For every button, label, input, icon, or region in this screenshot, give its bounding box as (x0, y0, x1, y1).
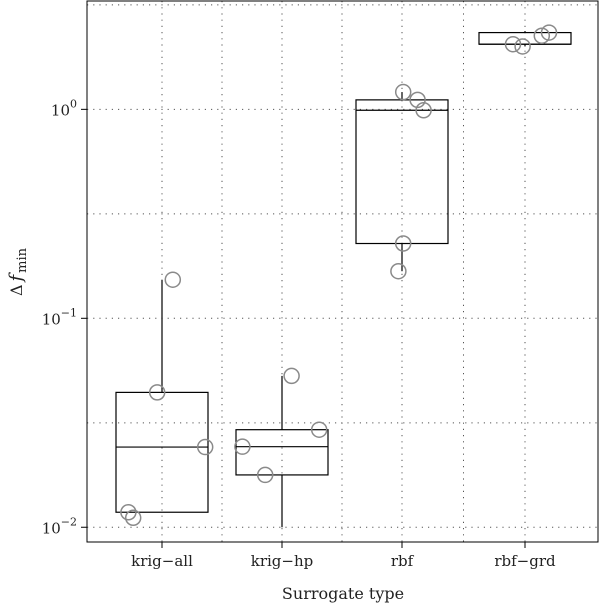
y-tick-label: 10−2 (42, 515, 77, 537)
y-tick-exponent: −2 (61, 515, 77, 528)
data-point (390, 262, 407, 280)
grid-lines (87, 1, 598, 542)
y-tick-label: 10−1 (42, 306, 77, 328)
x-tick-label: krig−all (131, 552, 193, 570)
x-tick-label: rbf−grd (494, 552, 556, 570)
data-point (310, 421, 328, 438)
data-point (164, 271, 182, 288)
box-iqr (115, 391, 209, 513)
data-point (504, 35, 522, 53)
y-axis-title: Δfmin (6, 247, 30, 296)
data-point (120, 503, 137, 521)
y-tick-base: 10 (51, 101, 70, 119)
data-point (124, 509, 142, 527)
data-point (394, 235, 412, 252)
data-point (415, 102, 432, 119)
y-axis-title-delta: Δ (7, 284, 26, 296)
data-point (196, 438, 214, 456)
data-point (533, 27, 551, 45)
data-points (120, 24, 558, 527)
y-tick-label: 100 (51, 97, 77, 119)
data-point (256, 466, 274, 484)
data-point (283, 367, 300, 385)
data-point (409, 91, 426, 109)
x-tick-label: krig−hp (251, 552, 314, 570)
data-point (514, 38, 531, 55)
y-tick-exponent: −1 (61, 306, 77, 319)
box-iqr (355, 99, 449, 245)
y-axis-title-sub: min (15, 247, 30, 272)
data-point (234, 438, 251, 455)
box-rbf−grd (478, 31, 572, 47)
box-iqr (235, 429, 329, 476)
boxes (115, 31, 572, 528)
x-axis-title: Surrogate type (282, 584, 404, 603)
data-point (148, 384, 166, 401)
y-tick-exponent: 0 (70, 97, 77, 110)
box-krig−hp (235, 375, 329, 528)
x-tick-label: rbf (391, 552, 415, 570)
y-tick-base: 10 (42, 519, 61, 537)
box-krig−all (115, 279, 209, 513)
data-point (540, 24, 558, 41)
plot-frame (86, 0, 599, 543)
data-point (394, 83, 412, 101)
y-tick-base: 10 (42, 310, 61, 328)
